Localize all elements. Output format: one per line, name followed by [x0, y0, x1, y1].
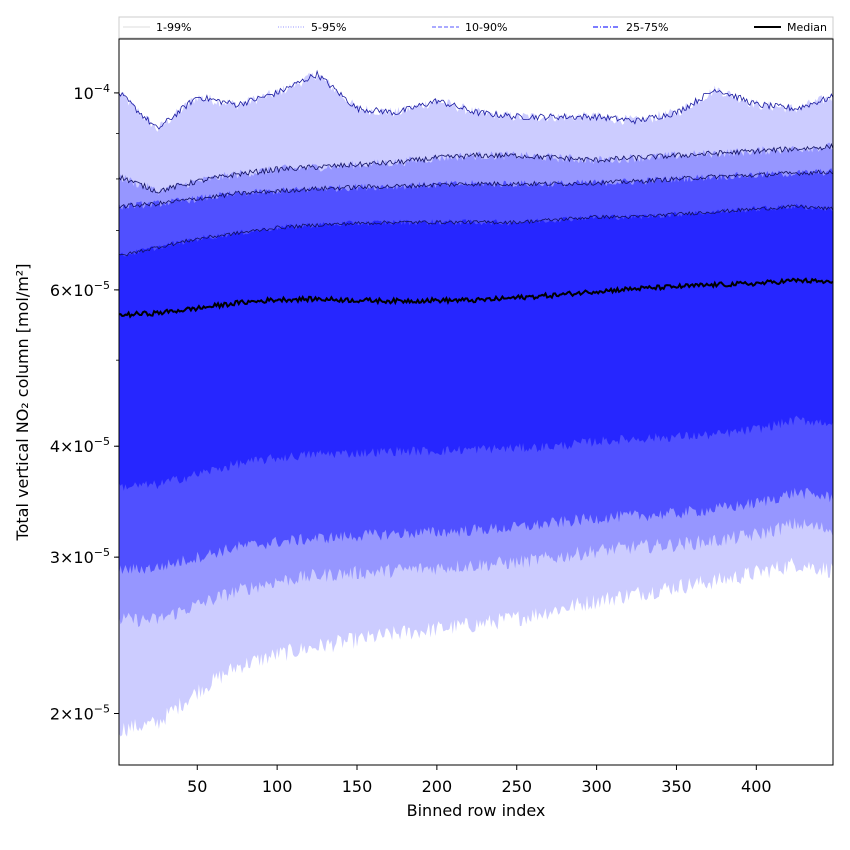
plot-frame: [118, 38, 834, 766]
band-25-75pct: [119, 203, 833, 491]
band-upper-line-5-95pct: [118, 142, 834, 194]
y-tick-label: 10−4: [73, 82, 110, 103]
median-line: [118, 277, 834, 319]
x-axis: 50 100 150 200 250 300 350 400: [187, 765, 772, 796]
x-tick-label: 100: [262, 777, 293, 796]
x-tick-label: 150: [342, 777, 373, 796]
band-upper-line-25-75pct: [118, 204, 834, 257]
legend-label: Median: [787, 21, 827, 34]
y-axis-label: Total vertical NO₂ column [mol/m²]: [13, 264, 32, 542]
legend-label: 5-95%: [311, 21, 346, 34]
y-tick-label: 2×10−5: [50, 703, 110, 724]
x-tick-label: 250: [501, 777, 532, 796]
legend-label: 25-75%: [626, 21, 668, 34]
legend: 1-99% 5-95% 10-90% 25-75% Median: [118, 16, 834, 39]
y-tick-label: 4×10−5: [50, 435, 110, 456]
plot-area: [118, 69, 834, 737]
x-tick-label: 400: [741, 777, 772, 796]
y-axis: 2×10−5 3×10−5 4×10−5 6×10−5 10−4: [50, 82, 119, 724]
y-tick-label: 3×10−5: [50, 546, 110, 567]
band-upper-line-1-99pct: [118, 69, 834, 130]
x-tick-label: 300: [581, 777, 612, 796]
legend-label: 1-99%: [156, 21, 191, 34]
legend-label: 10-90%: [465, 21, 507, 34]
x-tick-label: 350: [661, 777, 692, 796]
legend-box: [118, 16, 834, 39]
band-upper-line-10-90pct: [118, 169, 834, 209]
x-axis-label: Binned row index: [407, 801, 546, 820]
x-tick-label: 50: [187, 777, 207, 796]
x-tick-label: 200: [422, 777, 453, 796]
y-tick-label: 6×10−5: [50, 279, 110, 300]
